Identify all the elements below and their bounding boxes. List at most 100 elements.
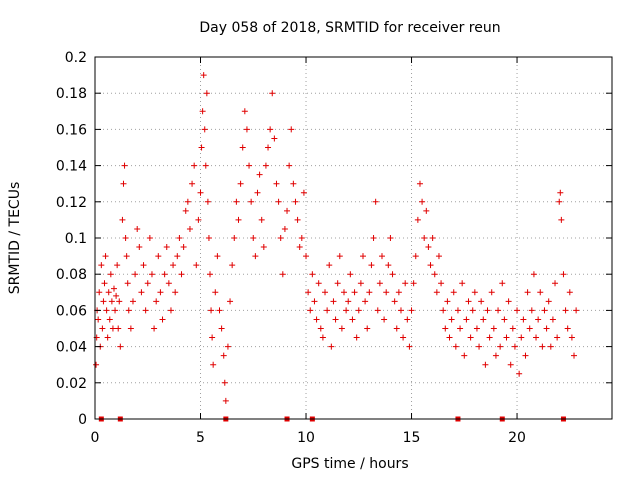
data-point [286,162,293,169]
data-points-layer [93,72,580,422]
data-point [296,244,303,251]
data-point [134,225,141,232]
data-point [552,280,559,287]
data-point [469,307,476,314]
data-point [362,298,369,305]
data-point [279,271,286,278]
data-point [404,316,411,323]
data-point [174,253,181,260]
data-point [142,307,149,314]
data-point [176,235,183,241]
data-point [571,352,578,359]
data-point [463,316,470,323]
data-point [558,216,565,223]
data-point [528,307,535,314]
data-point [148,271,155,278]
data-point [554,334,561,341]
data-point [277,235,284,241]
data-point [446,334,453,341]
data-point [533,334,540,341]
data-point [151,325,158,332]
data-point [123,253,130,260]
data-point [284,207,291,214]
data-point [524,289,531,296]
data-point [189,180,196,187]
data-point [383,289,390,296]
data-point [509,325,516,332]
data-point [402,280,409,287]
data-point [435,253,442,260]
data-point [218,325,225,332]
data-point [322,289,329,296]
data-point [125,307,132,314]
data-point [113,292,120,299]
data-point [452,343,459,350]
x-tick-label: 20 [508,430,526,446]
data-point [220,352,227,359]
data-point [522,352,529,359]
data-point [191,162,198,169]
data-point [414,216,421,223]
data-point [146,235,153,241]
data-point [378,253,385,260]
data-point [106,316,113,323]
data-point [184,198,191,205]
data-point [260,244,267,251]
data-point [273,180,280,187]
data-point [330,298,337,305]
data-point [195,216,202,223]
data-point [200,72,207,79]
data-point [101,280,108,287]
data-point [490,325,497,332]
data-point [254,189,261,196]
data-point [549,316,556,323]
data-point [467,334,474,341]
data-point [227,298,234,305]
data-point [376,280,383,287]
data-point [246,162,253,169]
data-point [397,307,404,314]
data-point [248,198,255,205]
data-point [205,235,212,241]
data-point [541,307,548,314]
data-point [172,289,179,296]
data-point [117,343,124,350]
plot-frame [94,56,613,420]
data-point [298,235,305,241]
data-point [290,180,297,187]
data-point [229,262,236,269]
data-point [324,307,331,314]
data-point [488,289,495,296]
data-point [198,144,205,151]
data-point [165,280,172,287]
data-point [124,280,131,287]
data-point [99,325,106,332]
data-point [457,325,464,332]
data-point [303,253,310,260]
data-point [120,180,127,187]
data-point [275,198,282,205]
y-tick-label: 0.16 [56,122,87,138]
data-point [429,235,436,241]
data-point [478,298,485,305]
data-point [349,316,356,323]
x-tick-label: 10 [297,430,315,446]
data-point [100,298,107,305]
data-point [319,334,326,341]
data-point [307,307,314,314]
data-point [231,235,238,241]
data-point [336,253,343,260]
data-point [237,180,244,187]
data-point [214,253,221,260]
data-point [370,235,377,241]
data-point [138,289,145,296]
data-point [442,325,449,332]
data-point [216,307,223,314]
data-point [186,225,193,232]
data-point [107,271,114,278]
data-point [381,316,388,323]
data-point [476,343,483,350]
data-point [155,253,162,260]
data-point [313,316,320,323]
data-point [545,298,552,305]
